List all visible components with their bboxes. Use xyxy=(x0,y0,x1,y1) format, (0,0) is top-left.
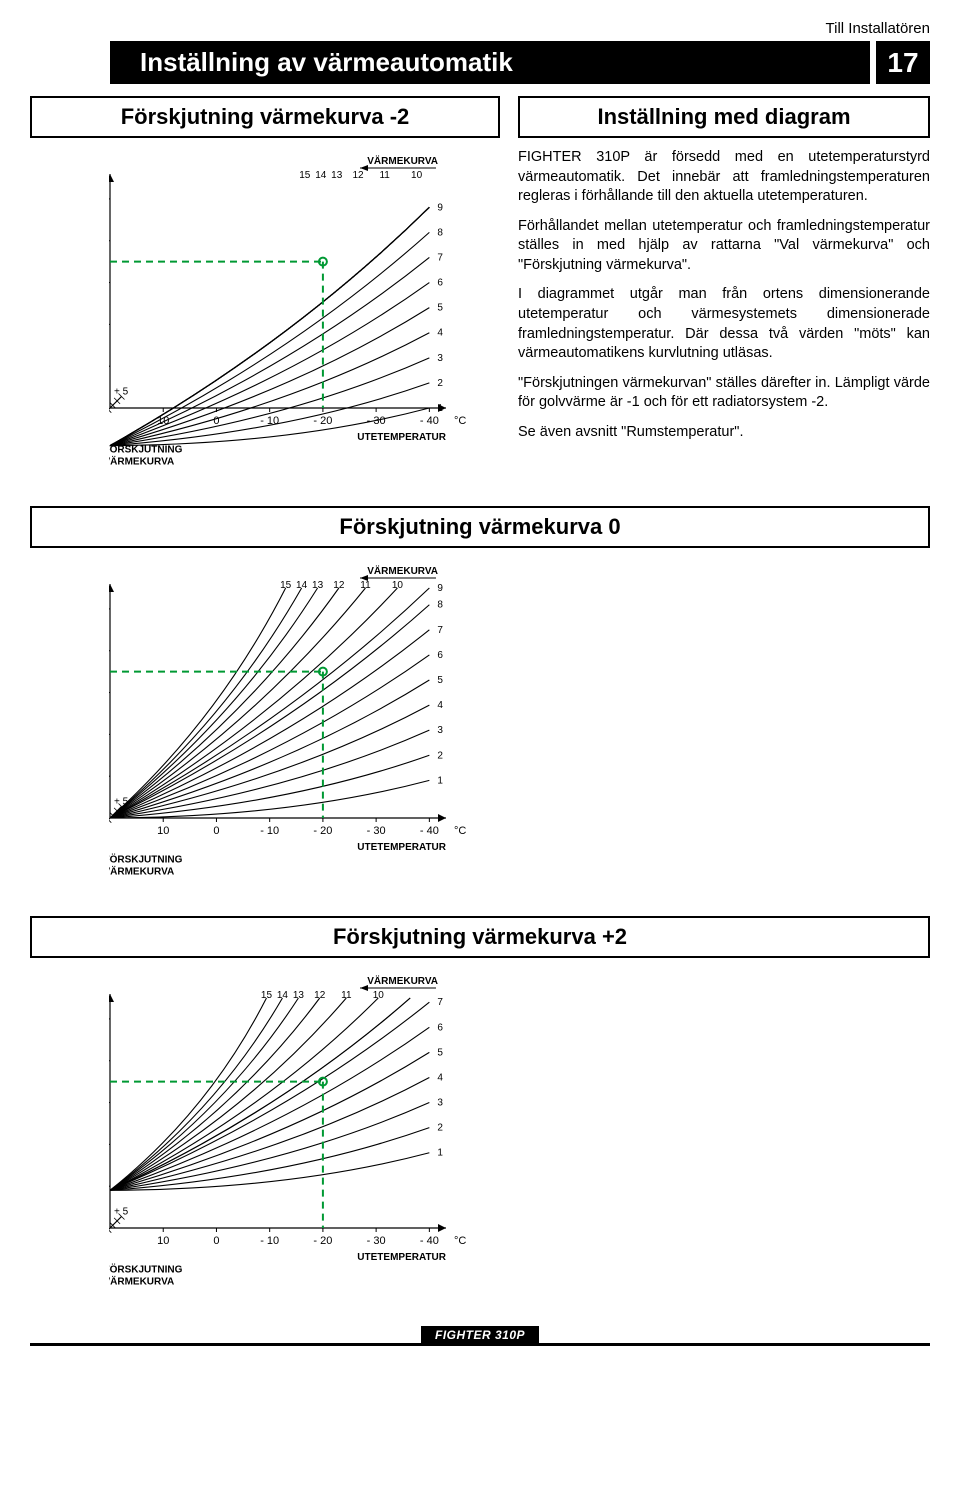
svg-text:5: 5 xyxy=(437,303,443,314)
svg-text:10: 10 xyxy=(392,580,404,591)
right-section-title: Inställning med diagram xyxy=(518,96,930,138)
chart-plus2: 3040506070°C100- 10- 20- 30- 40°CFRAMLED… xyxy=(30,968,930,1308)
paragraph: I diagrammet utgår man från ortens dimen… xyxy=(518,285,930,363)
svg-text:VÄRMEKURVA: VÄRMEKURVA xyxy=(367,154,438,167)
svg-text:UTETEMPERATUR: UTETEMPERATUR xyxy=(357,1252,446,1263)
svg-text:10: 10 xyxy=(373,990,385,1001)
page-header: Inställning av värmeautomatik 17 xyxy=(30,41,930,84)
svg-text:°C: °C xyxy=(454,825,466,837)
svg-text:6: 6 xyxy=(437,650,443,661)
svg-text:- 30: - 30 xyxy=(367,825,386,837)
svg-text:- 40: - 40 xyxy=(420,415,439,427)
svg-text:13: 13 xyxy=(293,990,305,1001)
page-title: Inställning av värmeautomatik xyxy=(30,41,870,84)
svg-text:2: 2 xyxy=(437,750,443,761)
svg-text:VÄRMEKURVA: VÄRMEKURVA xyxy=(367,974,438,987)
svg-text:3: 3 xyxy=(437,353,443,364)
svg-text:UTETEMPERATUR: UTETEMPERATUR xyxy=(357,842,446,853)
svg-text:9: 9 xyxy=(437,202,443,213)
paragraph: FIGHTER 310P är försedd med en utetemper… xyxy=(518,148,930,207)
svg-text:6: 6 xyxy=(437,1022,443,1033)
svg-text:VÄRMEKURVA: VÄRMEKURVA xyxy=(103,1275,174,1288)
svg-text:7: 7 xyxy=(437,997,443,1008)
svg-text:5: 5 xyxy=(437,1047,443,1058)
chart-minus2: 3040506070°C100- 10- 20- 30- 40°CFRAMLED… xyxy=(30,148,500,488)
svg-text:14: 14 xyxy=(296,580,308,591)
svg-text:12: 12 xyxy=(333,580,345,591)
paragraph: Förhållandet mellan utetemperatur och fr… xyxy=(518,217,930,276)
svg-text:+ 5: + 5 xyxy=(114,387,129,398)
svg-text:10: 10 xyxy=(411,170,423,181)
svg-text:5: 5 xyxy=(437,675,443,686)
svg-text:- 30: - 30 xyxy=(367,1235,386,1247)
svg-text:14: 14 xyxy=(277,990,289,1001)
svg-text:1: 1 xyxy=(437,775,443,786)
svg-text:11: 11 xyxy=(341,990,352,1001)
svg-text:°C: °C xyxy=(454,415,466,427)
product-name: FIGHTER 310P xyxy=(421,1326,539,1344)
svg-text:13: 13 xyxy=(312,580,324,591)
svg-text:2: 2 xyxy=(437,1123,443,1134)
svg-text:UTETEMPERATUR: UTETEMPERATUR xyxy=(357,432,446,443)
svg-text:°C: °C xyxy=(454,1235,466,1247)
svg-text:12: 12 xyxy=(314,990,326,1001)
svg-text:1: 1 xyxy=(437,1148,443,1159)
svg-text:- 10: - 10 xyxy=(260,825,279,837)
svg-text:- 10: - 10 xyxy=(260,1235,279,1247)
svg-text:1: 1 xyxy=(437,403,443,414)
svg-text:0: 0 xyxy=(213,415,219,427)
svg-text:4: 4 xyxy=(437,328,443,339)
svg-text:8: 8 xyxy=(437,600,443,611)
svg-text:11: 11 xyxy=(379,170,390,181)
installer-note: Till Installatören xyxy=(30,20,930,37)
body-text: FIGHTER 310P är försedd med en utetemper… xyxy=(518,148,930,442)
svg-text:7: 7 xyxy=(437,252,443,263)
svg-text:15: 15 xyxy=(280,580,292,591)
svg-text:- 20: - 20 xyxy=(313,1235,332,1247)
chart-plus2-title: Förskjutning värmekurva +2 xyxy=(30,916,930,958)
svg-text:9: 9 xyxy=(437,583,443,594)
svg-text:7: 7 xyxy=(437,625,443,636)
svg-text:- 30: - 30 xyxy=(367,415,386,427)
page-number: 17 xyxy=(876,41,930,84)
svg-text:FÖRSKJUTNING: FÖRSKJUTNING xyxy=(103,853,182,866)
svg-text:4: 4 xyxy=(437,700,443,711)
chart-zero: 3040506070°C100- 10- 20- 30- 40°CFRAMLED… xyxy=(30,558,930,898)
svg-text:VÄRMEKURVA: VÄRMEKURVA xyxy=(367,564,438,577)
svg-text:3: 3 xyxy=(437,725,443,736)
svg-text:- 20: - 20 xyxy=(313,415,332,427)
svg-text:2: 2 xyxy=(437,378,443,389)
svg-text:6: 6 xyxy=(437,278,443,289)
svg-text:14: 14 xyxy=(315,170,327,181)
svg-text:- 20: - 20 xyxy=(313,825,332,837)
svg-text:0: 0 xyxy=(213,825,219,837)
svg-text:- 40: - 40 xyxy=(420,825,439,837)
svg-text:VÄRMEKURVA: VÄRMEKURVA xyxy=(103,455,174,468)
paragraph: Se även avsnitt "Rumstemperatur". xyxy=(518,423,930,443)
svg-text:12: 12 xyxy=(352,170,364,181)
paragraph: "Förskjutningen värmekurvan" ställes där… xyxy=(518,374,930,413)
svg-text:3: 3 xyxy=(437,1098,443,1109)
svg-text:VÄRMEKURVA: VÄRMEKURVA xyxy=(103,865,174,878)
page-footer: FIGHTER 310P xyxy=(30,1326,930,1346)
svg-text:13: 13 xyxy=(331,170,343,181)
svg-text:4: 4 xyxy=(437,1072,443,1083)
svg-text:10: 10 xyxy=(157,825,169,837)
svg-text:0: 0 xyxy=(213,1235,219,1247)
svg-text:15: 15 xyxy=(299,170,311,181)
chart-minus2-title: Förskjutning värmekurva -2 xyxy=(30,96,500,138)
svg-text:FÖRSKJUTNING: FÖRSKJUTNING xyxy=(103,1263,182,1276)
svg-text:8: 8 xyxy=(437,227,443,238)
svg-text:- 40: - 40 xyxy=(420,1235,439,1247)
svg-text:10: 10 xyxy=(157,1235,169,1247)
svg-text:+ 5: + 5 xyxy=(114,1207,129,1218)
svg-text:15: 15 xyxy=(261,990,273,1001)
chart-zero-title: Förskjutning värmekurva 0 xyxy=(30,506,930,548)
svg-text:11: 11 xyxy=(360,580,371,591)
